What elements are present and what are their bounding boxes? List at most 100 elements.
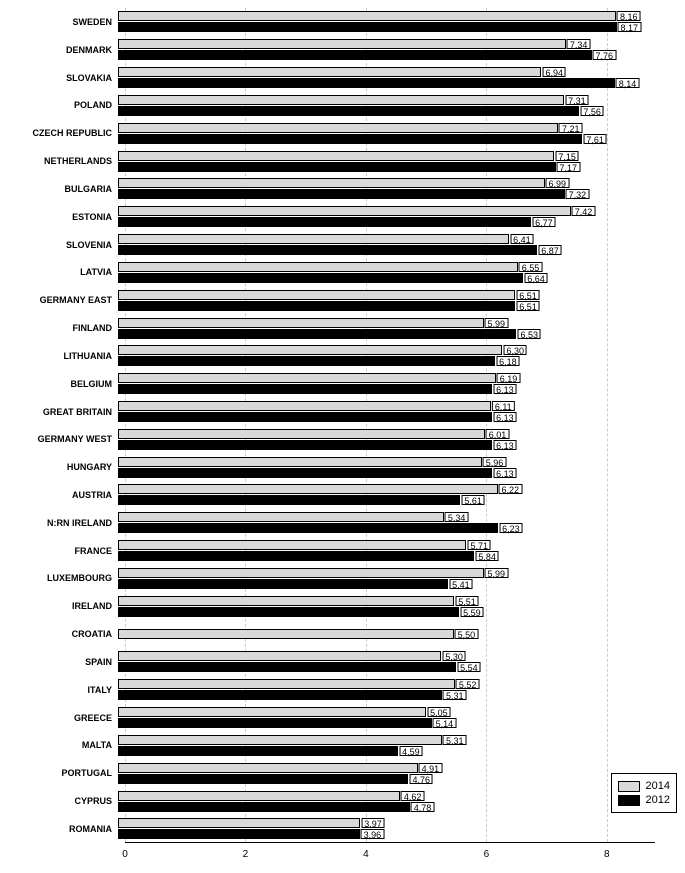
legend-item-2014: 2014: [618, 780, 670, 792]
category-label: MALTA: [0, 740, 118, 750]
bar-2012: 6,13: [118, 440, 492, 450]
legend-item-2012: 2012: [618, 794, 670, 806]
category-row: N:RN IRELAND5,34 6,23: [0, 509, 655, 537]
category-row: SWEDEN8,168,17: [0, 8, 655, 36]
bar-value-label: 5,31: [443, 690, 467, 700]
category-label: FRANCE: [0, 546, 118, 556]
bar-value-label: 5,51: [455, 596, 479, 606]
bar-value-label: 6,41: [510, 234, 534, 244]
category-label: GERMANY WEST: [0, 434, 118, 444]
category-row: ROMANIA3,973,96: [0, 815, 655, 843]
bar-group: 6,416,87: [118, 231, 655, 259]
bar-2012: 8,17: [118, 22, 617, 32]
bar-group: 6,55 6,64: [118, 258, 655, 286]
category-label: SPAIN: [0, 657, 118, 667]
bar-value-label: 8,17: [618, 22, 642, 32]
bar-value-label: 5,41: [449, 579, 473, 589]
bar-group: 6,225,61: [118, 481, 655, 509]
bar-2014: 5,34: [118, 512, 444, 522]
bar-group: 5,305,54: [118, 648, 655, 676]
category-label: SLOVAKIA: [0, 73, 118, 83]
bar-value-label: 7,21: [559, 123, 583, 133]
bar-2014: 5,51: [118, 596, 454, 606]
category-row: SLOVENIA6,416,87: [0, 231, 655, 259]
bar-value-label: 5,52: [456, 679, 480, 689]
bar-value-label: 5,31: [443, 735, 467, 745]
category-row: PORTUGAL4,914,76: [0, 759, 655, 787]
bar-value-label: 6,23: [499, 523, 523, 533]
bar-2014: 3,97: [118, 818, 360, 828]
category-row: ITALY5,525,31: [0, 676, 655, 704]
bar-2012: 5,61: [118, 495, 460, 505]
bar-2012: 6,18: [118, 356, 495, 366]
bar-2012: 6,13: [118, 384, 492, 394]
bar-value-label: 6,64: [524, 273, 548, 283]
bar-2012: 4,78: [118, 802, 410, 812]
category-label: FINLAND: [0, 323, 118, 333]
x-tick-label: 0: [122, 849, 128, 860]
category-label: CROATIA: [0, 629, 118, 639]
bar-value-label: 5,05: [427, 707, 451, 717]
bar-group: 3,973,96: [118, 815, 655, 843]
bar-2014: 5,99: [118, 568, 484, 578]
bar-value-label: 8,16: [617, 11, 641, 21]
category-row: SLOVAKIA6,948,14: [0, 64, 655, 92]
bar-2012: 5,54: [118, 662, 456, 672]
bar-group: 6,196,13: [118, 370, 655, 398]
category-label: N:RN IRELAND: [0, 518, 118, 528]
bar-2012: 4,76: [118, 774, 408, 784]
bar-2012: 8,14: [118, 78, 615, 88]
bar-2014: 6,19: [118, 373, 496, 383]
bar-group: 5,715,84: [118, 537, 655, 565]
bar-2012: 5,84: [118, 551, 474, 561]
category-row: ESTONIA 7,42 6,77: [0, 203, 655, 231]
bar-2012: 7,32: [118, 189, 565, 199]
bar-group: 6,116,13: [118, 398, 655, 426]
bar-2014: 6,55: [118, 262, 518, 272]
bar-value-label: 5,61: [461, 495, 485, 505]
bar-2012: 6,87: [118, 245, 537, 255]
bar-value-label: 7,76: [593, 50, 617, 60]
bar-2014: 8,16: [118, 11, 616, 21]
category-label: ESTONIA: [0, 212, 118, 222]
bar-value-label: 6,13: [493, 384, 517, 394]
bar-value-label: 4,62: [401, 791, 425, 801]
legend-label-2012: 2012: [646, 794, 670, 806]
bar-2014: 6,22: [118, 484, 498, 494]
bar-group: 7,317,56: [118, 91, 655, 119]
bar-2012: 6,51: [118, 301, 515, 311]
legend-swatch-2012: [618, 795, 640, 806]
bar-group: 5,314,59: [118, 732, 655, 760]
bar-value-label: 7,42: [572, 206, 596, 216]
category-label: PORTUGAL: [0, 768, 118, 778]
category-row: CZECH REPUBLIC7,217,61: [0, 119, 655, 147]
bar-2014: 6,99: [118, 178, 545, 188]
bar-group: 6,948,14: [118, 64, 655, 92]
bar-value-label: 7,61: [583, 134, 607, 144]
bar-group: 5,515,59: [118, 592, 655, 620]
category-row: AUSTRIA6,225,61: [0, 481, 655, 509]
bar-2014: 5,52: [118, 679, 455, 689]
bar-2014: 5,05: [118, 707, 426, 717]
bar-2014: 6,51: [118, 290, 515, 300]
bar-value-label: 4,76: [409, 774, 433, 784]
bar-value-label: 6,51: [516, 290, 540, 300]
category-row: NETHERLANDS7,157,17: [0, 147, 655, 175]
bar-value-label: 6,77: [532, 217, 556, 227]
bar-2014: 5,71: [118, 540, 466, 550]
bar-value-label: 4,78: [411, 802, 435, 812]
category-label: NETHERLANDS: [0, 156, 118, 166]
bar-group: 7,347,76: [118, 36, 655, 64]
bar-group: 5,996,53: [118, 314, 655, 342]
bar-value-label: 6,13: [493, 468, 517, 478]
bar-2012: 5,41: [118, 579, 448, 589]
category-row: FRANCE5,715,84: [0, 537, 655, 565]
bar-2014: 5,50: [118, 629, 454, 639]
bar-2012: 3,96: [118, 829, 360, 839]
chart-container: SWEDEN8,168,17DENMARK7,347,76SLOVAKIA6,9…: [0, 0, 685, 873]
bar-2014: 7,15: [118, 151, 554, 161]
bar-group: 5,995,41: [118, 565, 655, 593]
category-row: CROATIA5,50: [0, 620, 655, 648]
bar-2014: 5,31: [118, 735, 442, 745]
bar-2014: 5,96: [118, 457, 482, 467]
